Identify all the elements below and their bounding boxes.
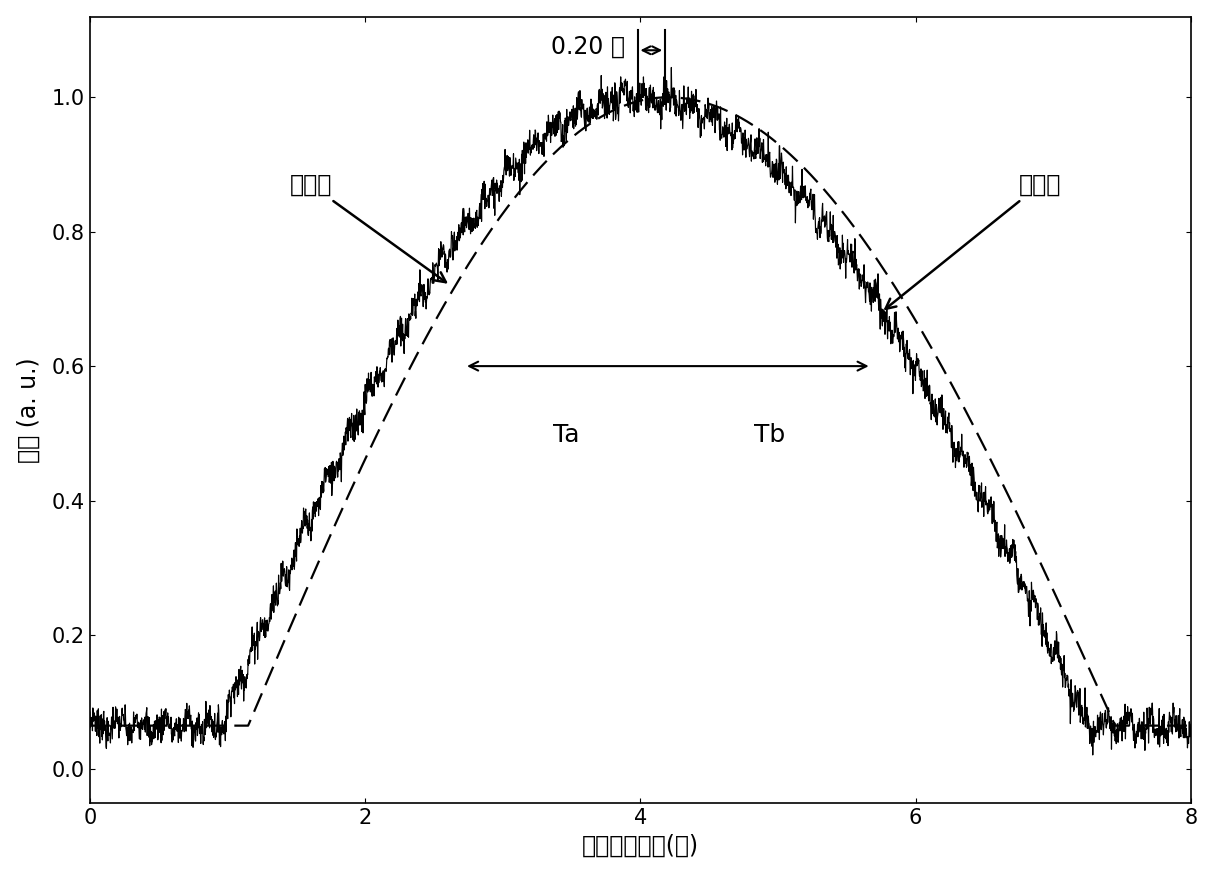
X-axis label: 调制信号时间(秒): 调制信号时间(秒) <box>582 833 699 857</box>
Text: Ta: Ta <box>552 423 579 447</box>
Text: 0.20 秒: 0.20 秒 <box>551 35 625 59</box>
Text: Tb: Tb <box>754 423 785 447</box>
Y-axis label: 光强 (a. u.): 光强 (a. u.) <box>17 357 40 462</box>
Text: 信号光: 信号光 <box>289 173 446 282</box>
Text: 参考光: 参考光 <box>885 173 1061 309</box>
